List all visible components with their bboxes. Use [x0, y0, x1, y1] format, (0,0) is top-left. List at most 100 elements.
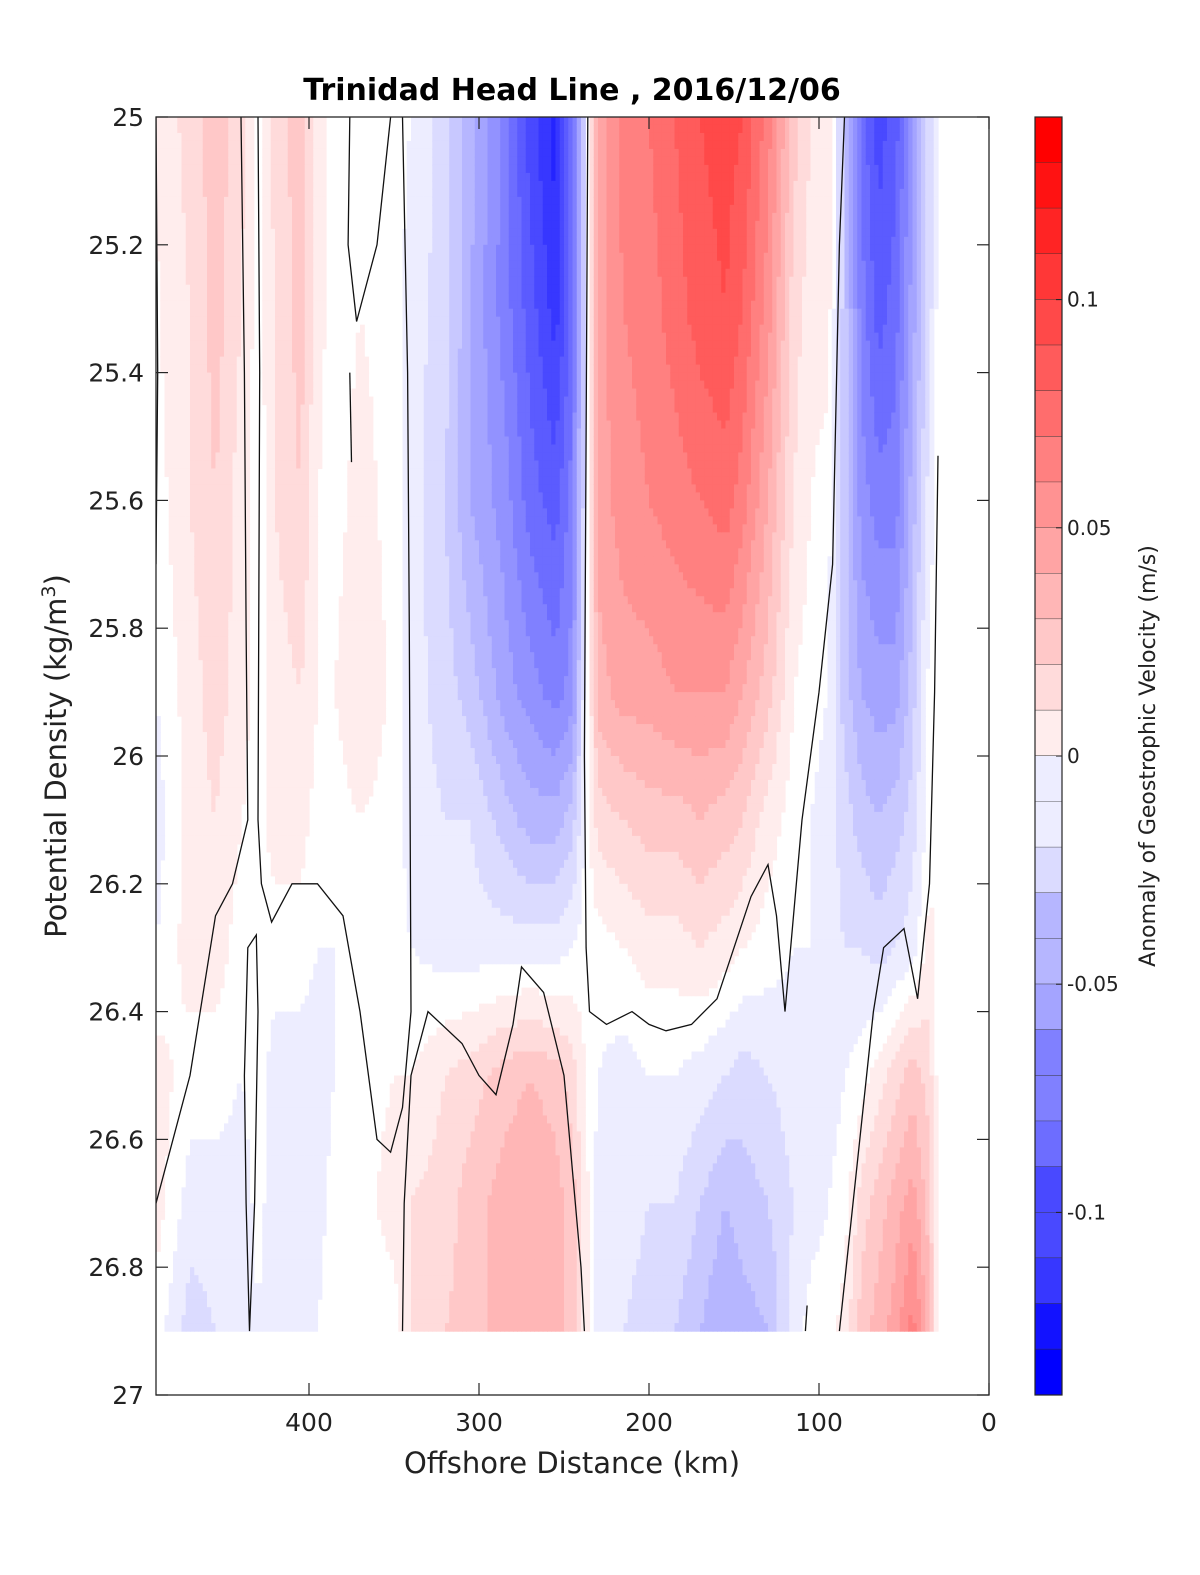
- field-cell: [330, 1051, 336, 1061]
- field-cell: [177, 596, 183, 605]
- field-cell: [177, 492, 183, 501]
- field-cell: [279, 859, 285, 869]
- field-cell: [211, 188, 217, 198]
- field-cell: [279, 220, 285, 230]
- field-cell: [202, 620, 208, 629]
- field-cell: [313, 596, 319, 605]
- field-cell: [168, 516, 174, 525]
- field-cell: [211, 164, 217, 174]
- field-cell: [296, 564, 302, 573]
- field-cell: [304, 692, 310, 701]
- field-cell: [232, 1203, 238, 1212]
- field-cell: [207, 756, 212, 765]
- field-cell: [228, 292, 234, 302]
- field-cell: [160, 1035, 166, 1045]
- field-cell: [202, 316, 208, 326]
- field-cell: [338, 684, 344, 693]
- field-cell: [296, 1091, 302, 1101]
- field-cell: [168, 444, 174, 454]
- field-cell: [190, 819, 195, 829]
- field-cell: [202, 1139, 208, 1148]
- field-cell: [287, 1315, 293, 1324]
- field-cell: [207, 652, 212, 661]
- field-cell: [185, 372, 191, 382]
- field-cell: [164, 444, 170, 454]
- field-cell: [275, 708, 280, 717]
- field-cell: [245, 292, 251, 302]
- field-cell: [177, 1259, 183, 1268]
- field-cell: [394, 1179, 399, 1188]
- field-cell: [164, 196, 170, 206]
- field-cell: [292, 676, 297, 685]
- field-cell: [215, 372, 221, 382]
- field-cell: [270, 540, 276, 549]
- field-cell: [287, 540, 293, 549]
- field-cell: [185, 604, 191, 613]
- field-cell: [279, 732, 285, 741]
- field-cell: [190, 979, 195, 989]
- field-cell: [321, 204, 327, 214]
- field-cell: [300, 1251, 306, 1260]
- field-cell: [304, 540, 310, 549]
- field-cell: [177, 1315, 183, 1324]
- field-cell: [321, 1091, 327, 1101]
- field-cell: [245, 428, 251, 438]
- field-cell: [215, 819, 221, 829]
- field-cell: [207, 500, 212, 509]
- field-cell: [207, 596, 212, 605]
- field-cell: [287, 1323, 293, 1332]
- field-cell: [270, 692, 276, 701]
- field-cell: [275, 620, 280, 629]
- field-cell: [317, 1203, 323, 1212]
- field-cell: [262, 1243, 268, 1252]
- field-cell: [296, 740, 302, 749]
- field-cell: [202, 803, 208, 813]
- field-cell: [236, 1147, 242, 1156]
- field-cell: [313, 1243, 319, 1252]
- field-cell: [228, 1195, 234, 1204]
- field-cell: [296, 732, 302, 741]
- field-cell: [398, 1171, 404, 1180]
- field-cell: [368, 660, 374, 669]
- field-cell: [173, 572, 178, 581]
- field-cell: [364, 380, 370, 390]
- field-cell: [241, 636, 246, 645]
- field-cell: [338, 708, 344, 717]
- field-cell: [232, 652, 238, 661]
- field-cell: [283, 875, 289, 885]
- field-cell: [177, 931, 183, 941]
- field-cell: [287, 1139, 293, 1148]
- field-cell: [321, 236, 327, 246]
- field-cell: [185, 188, 191, 198]
- field-cell: [372, 524, 378, 533]
- field-cell: [385, 1155, 391, 1164]
- field-cell: [287, 676, 293, 685]
- field-cell: [360, 324, 365, 334]
- field-cell: [236, 500, 242, 509]
- field-cell: [202, 660, 208, 669]
- field-cell: [279, 500, 285, 509]
- field-cell: [266, 540, 272, 549]
- field-cell: [283, 340, 289, 350]
- field-cell: [198, 1139, 204, 1148]
- field-cell: [177, 244, 183, 254]
- field-cell: [275, 692, 280, 701]
- field-cell: [160, 228, 166, 238]
- field-cell: [296, 1131, 302, 1140]
- field-cell: [372, 652, 378, 661]
- field-cell: [304, 1171, 310, 1180]
- field-cell: [275, 628, 280, 637]
- field-cell: [181, 684, 187, 693]
- field-cell: [156, 180, 161, 190]
- field-cell: [194, 700, 200, 709]
- field-cell: [296, 148, 302, 158]
- field-cell: [300, 444, 306, 454]
- field-cell: [228, 252, 234, 262]
- field-cell: [224, 540, 229, 549]
- field-cell: [198, 1171, 204, 1180]
- field-cell: [313, 1299, 319, 1308]
- field-cell: [194, 292, 200, 302]
- field-cell: [304, 771, 310, 781]
- field-cell: [372, 460, 378, 470]
- field-cell: [219, 1315, 225, 1324]
